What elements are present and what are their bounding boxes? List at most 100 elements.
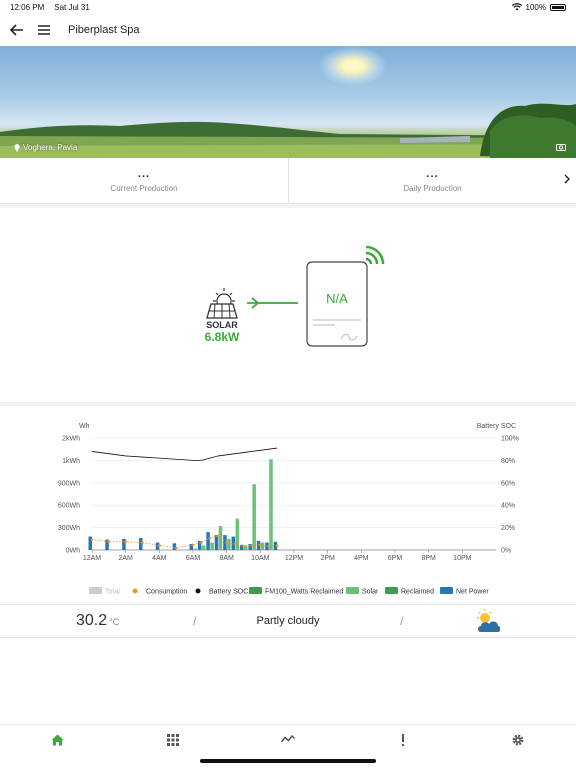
daily-production[interactable]: ... Daily Production — [288, 158, 576, 203]
sun-glow — [318, 46, 388, 86]
landscape-illustration — [0, 103, 576, 158]
consumption-point — [242, 544, 245, 548]
net-power-bar — [223, 535, 227, 550]
site-location: Voghera, Pavia — [14, 143, 77, 152]
solar-bar — [252, 484, 256, 550]
page-title: Piberplast Spa — [68, 24, 140, 36]
y2-tick-label: 0% — [501, 548, 511, 555]
net-power-bar — [105, 539, 109, 550]
x-tick-label: 6AM — [186, 555, 201, 562]
energy-flow-diagram: SOLAR 6.8kW N/A — [0, 210, 576, 402]
y-tick-label: 1kWh — [62, 458, 80, 465]
status-date: Sat Jul 31 — [54, 2, 90, 12]
status-time: 12:06 PM — [10, 2, 45, 12]
consumption-point — [208, 536, 212, 540]
consumption-point — [259, 543, 262, 547]
home-icon — [51, 734, 64, 746]
back-button[interactable] — [2, 15, 32, 45]
current-production[interactable]: ... Current Production — [0, 158, 288, 203]
production-stats: ... Current Production ... Daily Product… — [0, 158, 576, 204]
current-production-label: Current Production — [110, 184, 178, 193]
y-tick-label: 600Wh — [58, 503, 80, 510]
consumption-line — [91, 535, 278, 549]
left-axis-label: Wh — [79, 423, 90, 430]
consumption-point — [267, 544, 271, 548]
y2-tick-label: 20% — [501, 525, 515, 532]
x-tick-label: 4AM — [152, 555, 167, 562]
legend-label: Solar — [362, 589, 379, 596]
tab-trends[interactable] — [230, 725, 345, 768]
weather-bar: 30.2 °C / Partly cloudy / — [0, 604, 576, 638]
consumption-point — [107, 540, 111, 544]
chevron-right-icon — [564, 174, 570, 184]
solar-label: SOLAR — [206, 320, 238, 330]
right-axis-label: Battery SOC — [477, 423, 516, 430]
solar-bar — [227, 538, 231, 550]
tab-settings[interactable] — [461, 725, 576, 768]
hamburger-icon — [38, 25, 50, 35]
energy-chart: Wh Battery SOC 0Wh 300Wh 600Wh 900Wh 1kWh 2kWh 0… — [0, 408, 576, 602]
battery-percent: 100% — [525, 2, 546, 12]
partly-cloudy-icon — [477, 609, 501, 632]
legend-label: Reclaimed — [401, 589, 434, 596]
net-power-bar — [122, 538, 126, 550]
x-tick-label: 8PM — [421, 555, 436, 562]
separator: / — [193, 614, 197, 628]
tab-alerts[interactable] — [346, 725, 461, 768]
net-power-bar — [172, 543, 177, 550]
net-power-bar — [197, 541, 202, 550]
consumption-point — [225, 541, 228, 544]
home-indicator — [200, 759, 376, 763]
solar-bar — [269, 459, 273, 550]
x-tick-label: 6PM — [388, 555, 403, 562]
legend-label: FM100_Watts Reclaimed — [265, 589, 343, 596]
section-divider — [0, 204, 576, 208]
next-chevron-button[interactable] — [564, 174, 570, 187]
net-power-bar — [139, 538, 143, 550]
solar-bar — [193, 548, 197, 550]
consumption-point — [233, 542, 237, 546]
camera-button[interactable] — [556, 143, 566, 153]
y-tick-label: 300Wh — [58, 525, 80, 532]
back-arrow-icon — [10, 24, 23, 36]
legend-swatch — [346, 587, 359, 594]
tab-home[interactable] — [0, 725, 115, 768]
temperature: 30.2 °C — [76, 612, 119, 630]
solar-bar — [244, 545, 248, 550]
x-tick-label: 10PM — [453, 555, 471, 562]
legend-swatch — [195, 588, 201, 594]
legend-label: Consumption — [146, 589, 187, 596]
tab-devices[interactable] — [115, 725, 230, 768]
legend-swatch — [132, 588, 138, 594]
site-hero-image: Voghera, Pavia — [0, 46, 576, 158]
temperature-value: 30.2 — [76, 612, 108, 629]
menu-button[interactable] — [32, 15, 56, 45]
x-tick-label: 10AM — [251, 555, 269, 562]
net-power-bar — [214, 535, 219, 550]
y2-tick-label: 60% — [501, 480, 515, 487]
solar-bar — [260, 542, 265, 550]
inverter-icon[interactable]: N/A — [306, 261, 368, 347]
legend-swatch — [440, 587, 453, 594]
nav-bar: Piberplast Spa — [0, 14, 576, 46]
current-production-value: ... — [137, 168, 151, 180]
y2-tick-label: 80% — [501, 458, 515, 465]
solar-panel-icon — [206, 288, 238, 319]
x-tick-label: 12PM — [285, 555, 303, 562]
net-power-bar — [155, 542, 160, 550]
separator: / — [400, 614, 404, 628]
net-power-bar — [206, 532, 210, 550]
location-pin-icon — [14, 143, 20, 152]
inverter-status: N/A — [326, 291, 348, 306]
flow-arrow-icon — [247, 297, 298, 309]
net-power-bar — [88, 536, 92, 550]
solar-bar — [235, 518, 240, 550]
y-tick-label: 0Wh — [66, 548, 81, 555]
solar-bar — [210, 542, 214, 550]
daily-production-value: ... — [426, 168, 439, 180]
status-bar: 12:06 PM Sat Jul 31 100% — [0, 0, 576, 14]
legend-swatch — [89, 587, 102, 594]
x-tick-label: 8AM — [219, 555, 234, 562]
net-power-bar — [248, 544, 252, 550]
legend-swatch — [385, 587, 398, 594]
